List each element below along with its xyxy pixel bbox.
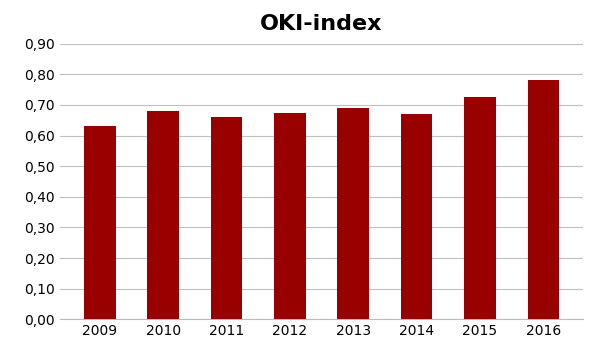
Bar [337,108,369,319]
Bar [210,117,242,319]
Bar [401,114,433,319]
Bar [147,111,179,319]
Bar [84,126,115,319]
Bar [464,97,496,319]
Bar [528,80,559,319]
Bar [274,113,306,319]
Title: OKI-index: OKI-index [260,14,383,34]
